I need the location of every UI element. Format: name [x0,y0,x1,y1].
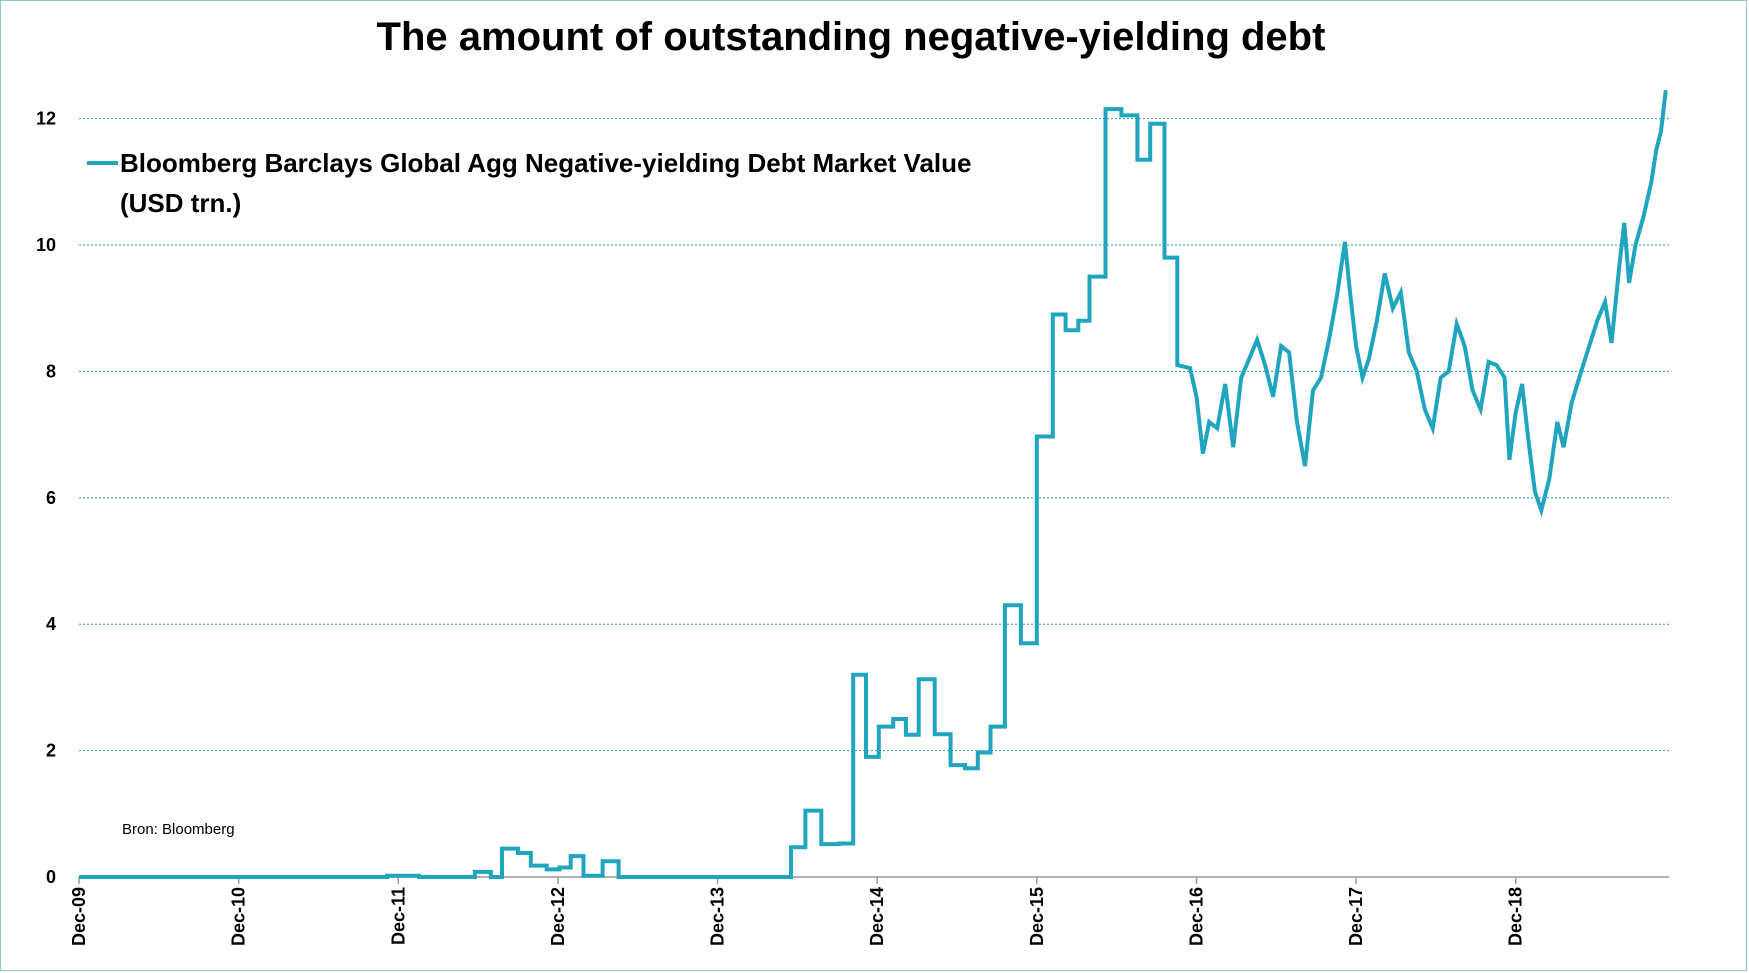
x-tick-label: Dec-17 [1346,887,1366,946]
x-tick-label: Dec-18 [1506,887,1526,946]
legend-label: Bloomberg Barclays Global Agg Negative-y… [120,148,971,178]
x-tick-label: Dec-16 [1186,887,1206,946]
x-tick-label: Dec-11 [388,887,408,945]
legend-label-unit: (USD trn.) [120,188,241,218]
y-tick-label: 2 [46,741,56,761]
series-line [79,89,1668,879]
y-tick-label: 12 [36,109,56,129]
x-tick-label: Dec-10 [229,887,249,946]
x-tick-label: Dec-15 [1027,887,1047,946]
source-note: Bron: Bloomberg [122,821,235,838]
y-tick-label: 4 [46,614,56,634]
y-tick-label: 10 [36,235,56,255]
x-tick-label: Dec-13 [708,887,728,946]
chart-title: The amount of outstanding negative-yield… [376,15,1326,59]
y-tick-label: 6 [46,488,56,508]
y-tick-label: 8 [46,361,56,381]
y-tick-label: 0 [46,867,56,887]
x-tick-label: Dec-14 [867,887,887,946]
x-tick-label: Dec-12 [548,887,568,946]
x-tick-label: Dec-09 [69,887,89,946]
